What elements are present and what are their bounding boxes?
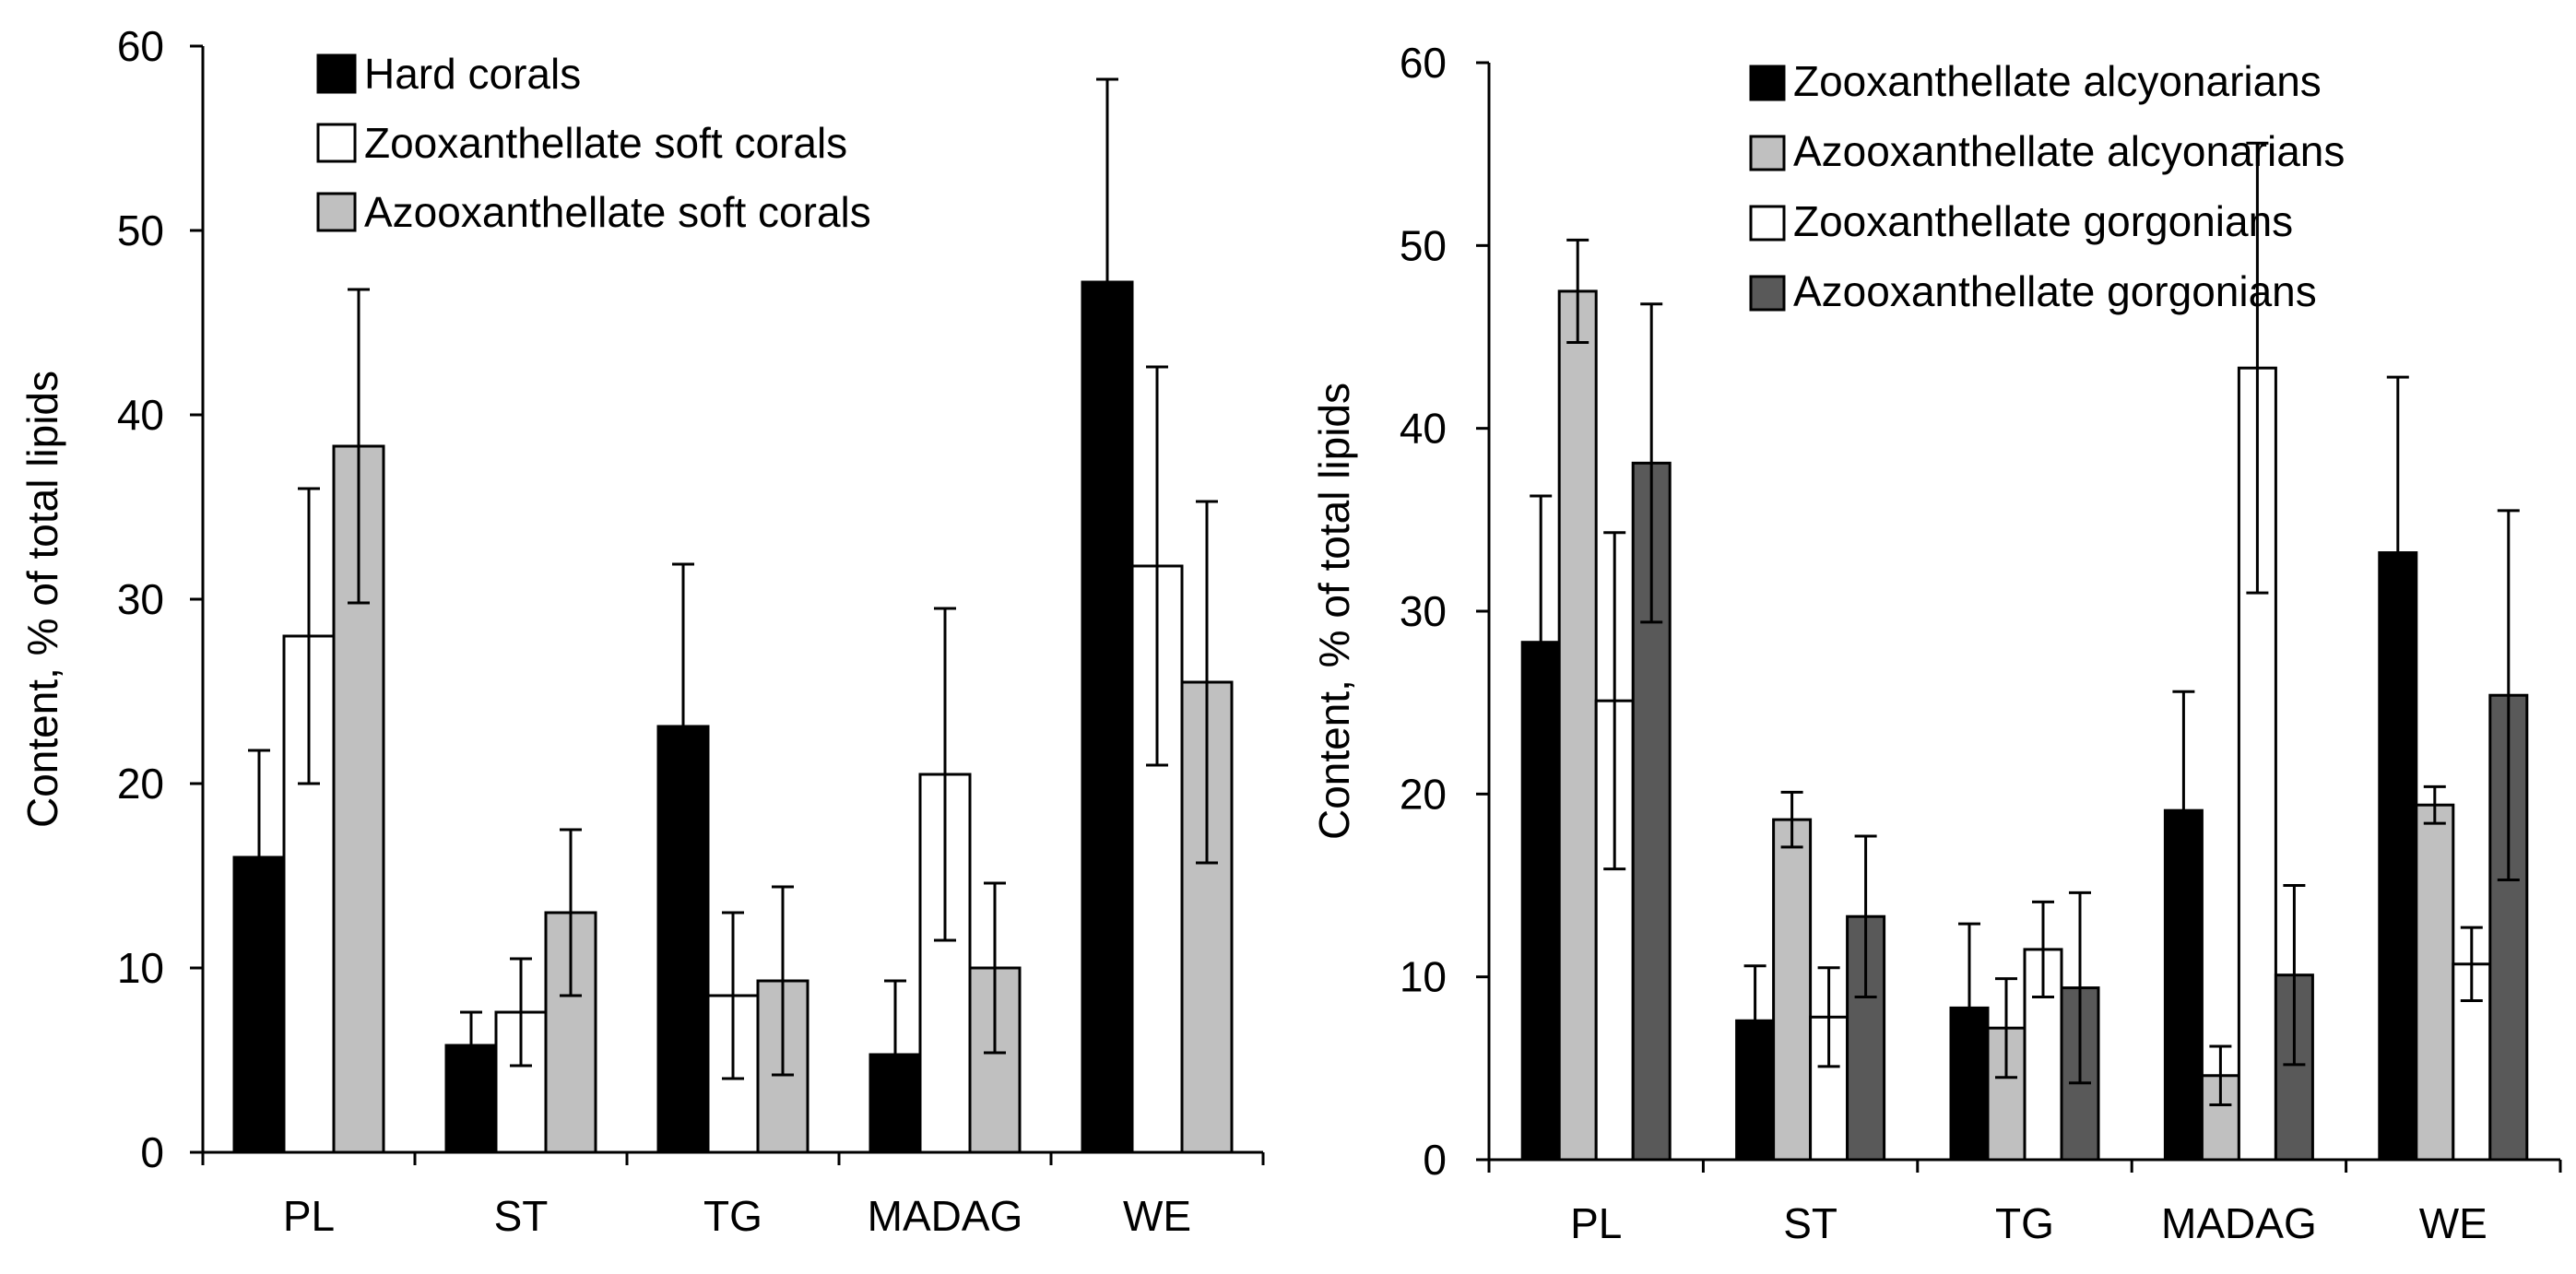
legend-label: Hard corals [364, 50, 581, 98]
y-tick-label: 40 [1400, 405, 1447, 453]
y-axis-title: Content, % of total lipids [18, 371, 66, 828]
legend-label: Zooxanthellate soft corals [364, 119, 847, 167]
y-tick-label: 40 [117, 391, 164, 439]
y-tick-label: 30 [1400, 587, 1447, 635]
legend-swatch [1749, 205, 1786, 242]
chart-left: 0 10 20 30 40 50 60 PL ST TG MADAG WE Content, % of … [18, 22, 1265, 1240]
bar [1772, 818, 1813, 1162]
legend-label: Zooxanthellate gorgonians [1793, 197, 2293, 245]
legend-swatch [1749, 65, 1786, 101]
x-tick-label: TG [703, 1192, 762, 1240]
y-tick-label: 20 [1400, 770, 1447, 818]
y-axis-title: Content, % of total lipids [1310, 383, 1358, 840]
x-tick-label: TG [1995, 1199, 2054, 1247]
x-tick-label: PL [1570, 1199, 1622, 1247]
y-tick-label: 20 [117, 760, 164, 808]
x-tick-label: WE [2419, 1199, 2487, 1247]
y-tick-label: 10 [117, 944, 164, 992]
legend-swatch [316, 123, 357, 163]
legend-swatch [316, 192, 357, 232]
y-tick-label: 30 [117, 575, 164, 623]
x-tick-label: ST [494, 1192, 549, 1240]
legend-label: Azooxanthellate alcyonarians [1793, 127, 2345, 175]
legend-swatch [316, 53, 357, 94]
legend-label: Azooxanthellate soft corals [364, 188, 871, 236]
y-tick-label: 60 [1400, 39, 1447, 87]
chart-right: 0 10 20 30 40 50 60 PL ST TG MADAG WE Content, % of … [1310, 39, 2562, 1247]
y-tick-label: 50 [1400, 221, 1447, 269]
y-tick-label: 0 [140, 1128, 164, 1176]
x-tick-label: ST [1783, 1199, 1837, 1247]
legend-label: Zooxanthellate alcyonarians [1793, 57, 2322, 105]
bar [1557, 289, 1598, 1162]
legend-swatch [1749, 275, 1786, 312]
legend-swatch [1749, 135, 1786, 171]
y-tick-label: 10 [1400, 953, 1447, 1001]
y-tick-label: 60 [117, 22, 164, 70]
bar [2415, 803, 2455, 1162]
x-tick-label: WE [1123, 1192, 1191, 1240]
x-tick-label: PL [283, 1192, 335, 1240]
x-tick-label: MADAG [868, 1192, 1023, 1240]
x-tick-label: MADAG [2161, 1199, 2317, 1247]
y-tick-label: 50 [117, 206, 164, 254]
legend-label: Azooxanthellate gorgonians [1793, 267, 2317, 315]
y-tick-label: 0 [1423, 1136, 1447, 1184]
